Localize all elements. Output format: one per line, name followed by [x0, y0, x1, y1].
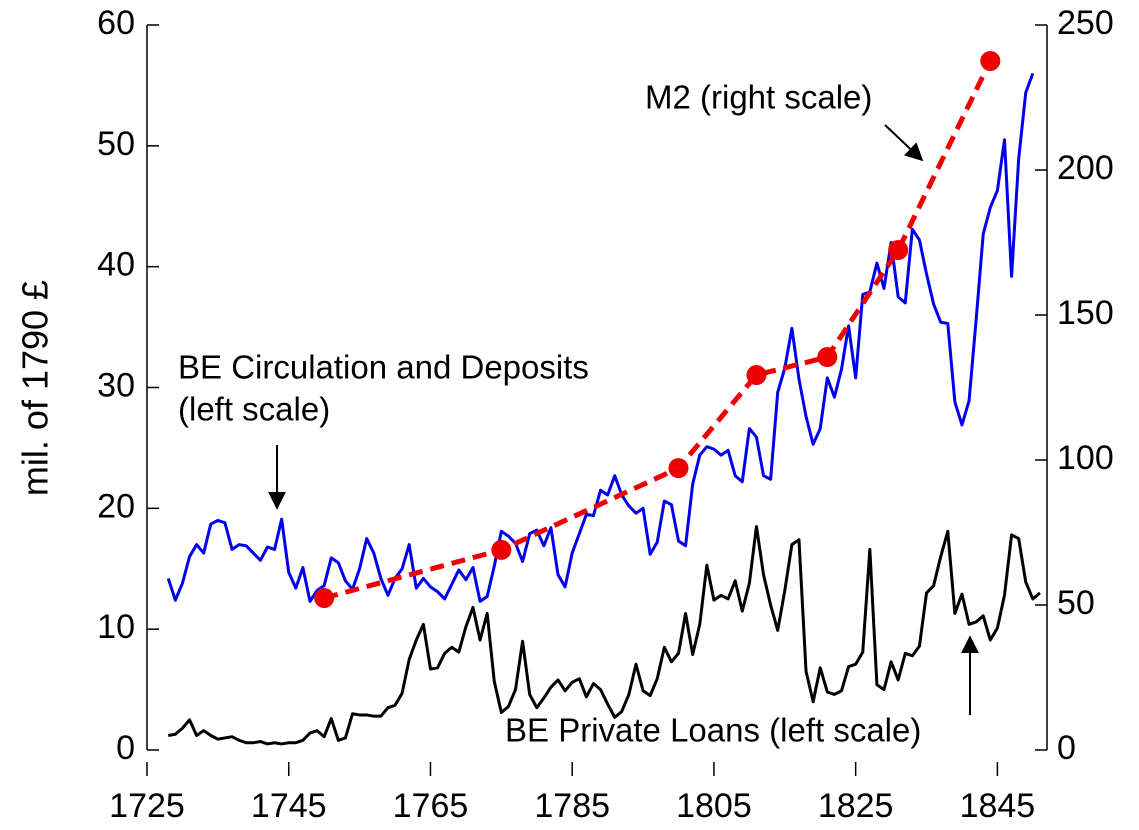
- line: [323, 59, 993, 601]
- annotation: BE Private Loans (left scale): [505, 712, 921, 749]
- x-tick-label: 1845: [960, 787, 1036, 825]
- x-tick-label: 1805: [676, 787, 752, 825]
- annotation: M2 (right scale): [645, 79, 872, 116]
- y2-tick-label: 200: [1057, 149, 1114, 187]
- y2-tick-label: 250: [1057, 4, 1114, 42]
- y2-tick-label: 100: [1057, 439, 1114, 477]
- annotation: BE Circulation and Deposits: [178, 349, 589, 386]
- marker: [491, 539, 512, 560]
- x-tick-label: 1745: [251, 787, 327, 825]
- marker: [746, 365, 767, 386]
- marker: [668, 458, 689, 479]
- marker: [314, 588, 335, 609]
- line: [166, 72, 1035, 603]
- y-tick-label: 30: [97, 366, 135, 404]
- y-tick-label: 10: [97, 608, 135, 646]
- marker: [980, 50, 1001, 71]
- y-tick-label: 0: [116, 729, 135, 767]
- y2-tick-label: 50: [1057, 584, 1095, 622]
- x-tick-label: 1785: [534, 787, 610, 825]
- y-tick-label: 20: [97, 487, 135, 525]
- x-tick-label: 1765: [393, 787, 469, 825]
- marker: [817, 347, 838, 368]
- y-tick-label: 60: [97, 4, 135, 42]
- y2-tick-label: 0: [1057, 729, 1076, 767]
- annotation: (left scale): [178, 391, 330, 428]
- marker: [888, 240, 909, 261]
- y-axis-label: mil. of 1790 £: [15, 280, 56, 496]
- line: [168, 524, 1041, 746]
- arrow: [884, 124, 924, 162]
- y2-tick-label: 150: [1057, 294, 1114, 332]
- x-tick-label: 1725: [109, 787, 185, 825]
- y-tick-label: 50: [97, 125, 135, 163]
- x-tick-label: 1825: [818, 787, 894, 825]
- y-tick-label: 40: [97, 246, 135, 284]
